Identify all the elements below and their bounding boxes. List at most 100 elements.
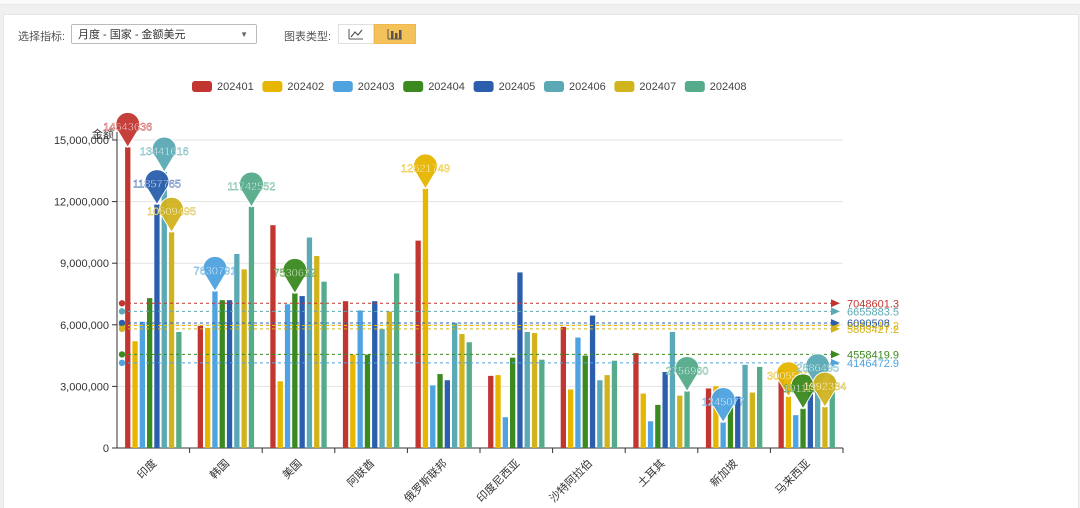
bar-202401 (342, 301, 349, 448)
markpoint-max-202407-label: 10509495 (147, 206, 196, 218)
bar-202405 (735, 396, 741, 448)
markpoint-min-202403-pin (710, 387, 736, 424)
bar-202404 (219, 300, 225, 448)
legend-swatch-202406 (544, 81, 564, 92)
legend-swatch-202405 (473, 81, 494, 92)
bar-202401 (705, 388, 712, 448)
bar-202402 (713, 386, 719, 448)
legend-label-202407: 202407 (639, 81, 676, 93)
average-line-label-202405: 6090508 (847, 318, 890, 330)
indicator-select-value: 月度 - 国家 - 金额美元 (78, 29, 186, 41)
average-line-arrow-202407 (831, 324, 840, 333)
bar-202401 (778, 369, 784, 448)
bar-202408 (321, 281, 327, 448)
markpoint-max-202403-label: 7630791 (194, 265, 237, 277)
bar-202401 (125, 147, 131, 449)
y-axis-title: 金额 (92, 127, 114, 141)
x-tick-label: 韩国 (207, 456, 232, 481)
bar-202406 (306, 237, 313, 448)
markpoint-max-202405-pin (144, 169, 170, 206)
bar-202406 (379, 328, 385, 448)
bar-202403 (502, 417, 508, 448)
markpoint-min-202406-label: 2886495 (796, 363, 839, 375)
legend-label-202402: 202402 (287, 81, 324, 93)
bar-202401 (415, 240, 421, 448)
bar-202404 (510, 357, 516, 448)
markpoint-max-202408-label: 11742552 (227, 181, 275, 193)
bar-202407 (604, 375, 610, 448)
bar-202407 (241, 269, 247, 448)
legend-label-202404: 202404 (428, 81, 465, 93)
bar-202406 (742, 364, 748, 448)
markpoint-min-202408-label: 2756960 (666, 365, 709, 377)
y-tick-label: 6,000,000 (60, 320, 109, 332)
bar-202404 (292, 293, 298, 448)
bar-202402 (785, 396, 792, 448)
bar-202406 (597, 380, 603, 448)
legend-label-202408: 202408 (710, 81, 747, 93)
bar-202407 (314, 256, 320, 448)
top-bar (0, 0, 1080, 5)
legend-swatch-202407 (614, 81, 635, 92)
bar-202406 (452, 322, 458, 448)
markpoint-min-202403-label: 1245077 (702, 396, 745, 408)
chevron-down-icon: ▼ (240, 30, 248, 39)
legend-swatch-202408 (684, 81, 705, 92)
bar-202401 (270, 225, 276, 448)
bar-202402 (205, 327, 211, 448)
markpoint-max-202401-label: 14643636 (103, 121, 152, 133)
bar-202408 (539, 359, 545, 448)
bar-202402 (640, 393, 646, 448)
legend-swatch-202403 (332, 81, 353, 92)
average-line-arrow-202403 (831, 358, 840, 367)
average-line-label-202406: 6655883.5 (847, 306, 899, 318)
markpoint-max-202406-label: 13441616 (140, 146, 189, 158)
bar-202406 (234, 253, 240, 448)
bar-202406 (161, 171, 167, 448)
legend-label-202406: 202406 (569, 81, 606, 93)
x-tick-label: 印度尼西亚 (474, 456, 523, 505)
chart-type-label: 图表类型: (284, 31, 332, 43)
y-tick-label: 12,000,000 (54, 197, 109, 209)
bar-202407 (749, 392, 755, 448)
x-tick-label: 俄罗斯联邦 (402, 457, 450, 505)
bar-202405 (154, 204, 160, 448)
x-tick-label: 新加坡 (707, 456, 740, 489)
bar-202401 (560, 326, 566, 448)
bar-202408 (757, 366, 763, 448)
bar-202402 (422, 188, 429, 448)
bar-202407 (822, 407, 828, 448)
average-line-label-202402: 5963417.2 (847, 321, 899, 333)
bar-202403 (647, 421, 654, 448)
markpoint-max-202401-pin (115, 111, 141, 149)
bar-202401 (488, 375, 494, 448)
bar-202407 (459, 334, 465, 448)
bar-202405 (662, 372, 668, 448)
x-tick-label: 马来西亚 (773, 457, 813, 497)
bar-202408 (248, 206, 255, 448)
bar-202404 (800, 408, 806, 448)
bar-202402 (495, 375, 501, 448)
y-tick-label: 15,000,000 (54, 135, 109, 147)
bar-202403 (284, 304, 291, 448)
bar-202405 (444, 380, 450, 448)
bar-chart-icon (387, 29, 402, 40)
bar-chart-button[interactable] (374, 24, 416, 44)
bar-202403 (575, 337, 581, 448)
indicator-label: 选择指标: (18, 31, 66, 43)
markpoint-min-202407-pin (812, 371, 838, 409)
bar-202404 (364, 354, 371, 448)
average-line-arrow-202404 (831, 350, 840, 359)
markpoint-max-202403-pin (202, 255, 228, 293)
bar-202408 (176, 331, 182, 448)
bar-202403 (357, 310, 363, 448)
line-chart-button[interactable] (338, 24, 374, 44)
average-line-label-202403: 4146472.9 (847, 358, 899, 370)
bar-202408 (829, 376, 835, 448)
legend-swatch-202404 (403, 81, 424, 92)
y-tick-label: 3,000,000 (60, 381, 109, 393)
bar-202404 (582, 355, 588, 448)
indicator-select[interactable]: 月度 - 国家 - 金额美元 ▼ (71, 24, 257, 44)
bar-202405 (226, 300, 233, 448)
bar-202405 (807, 389, 813, 448)
